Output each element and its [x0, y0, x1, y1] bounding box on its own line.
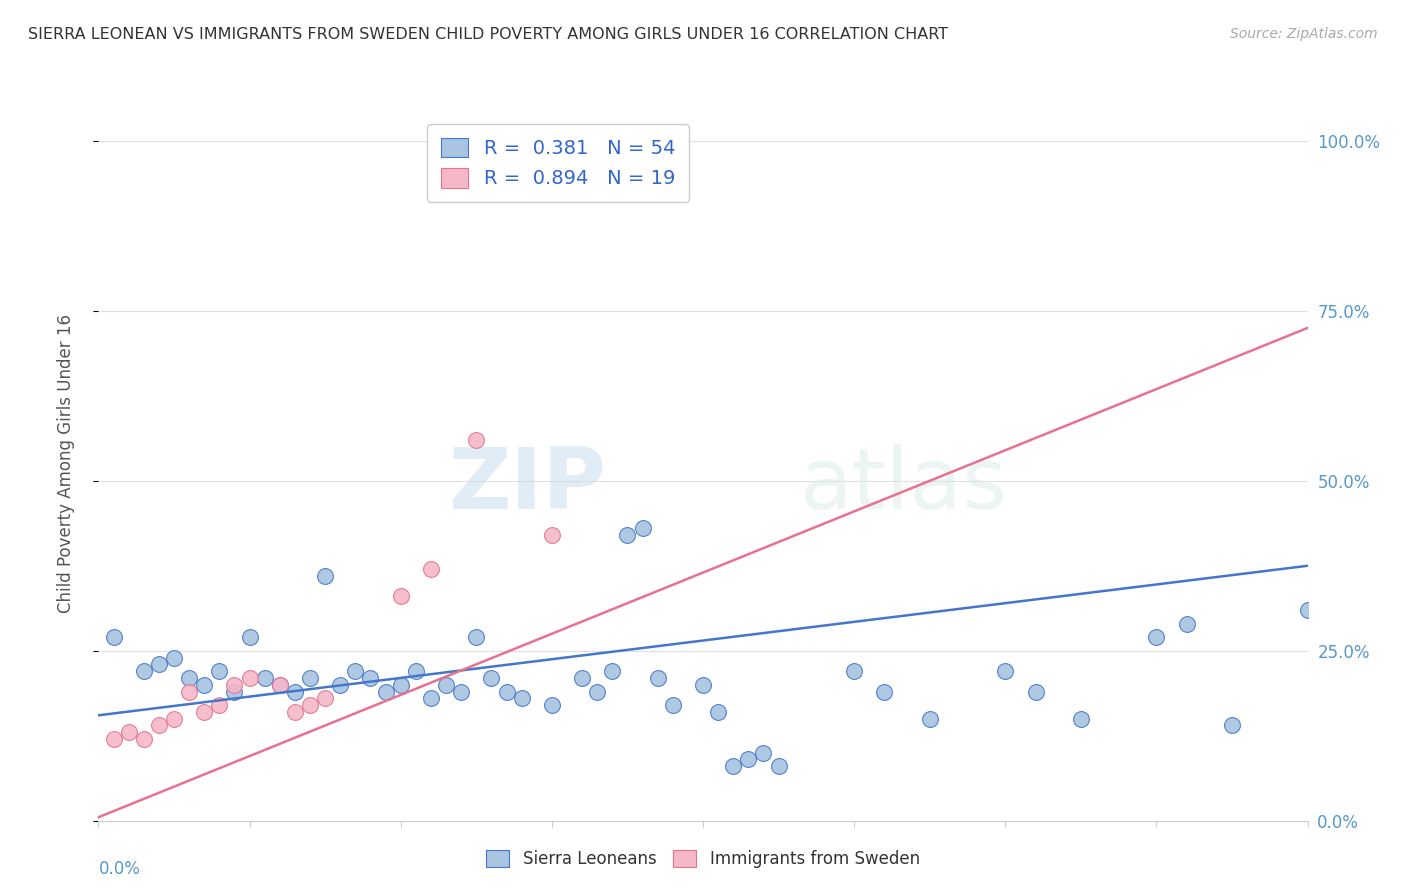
Point — [994, 664, 1017, 678]
Point — [481, 671, 503, 685]
Point — [179, 684, 201, 698]
Text: Source: ZipAtlas.com: Source: ZipAtlas.com — [1230, 27, 1378, 41]
Point — [314, 569, 336, 583]
Legend: R =  0.381   N = 54, R =  0.894   N = 19: R = 0.381 N = 54, R = 0.894 N = 19 — [427, 124, 689, 202]
Point — [103, 732, 125, 747]
Point — [420, 691, 443, 706]
Point — [224, 678, 246, 692]
Point — [389, 590, 412, 604]
Point — [465, 433, 488, 447]
Point — [163, 712, 186, 726]
Point — [647, 671, 669, 685]
Point — [239, 630, 262, 644]
Point — [1175, 616, 1198, 631]
Point — [450, 684, 472, 698]
Point — [239, 671, 262, 685]
Point — [284, 684, 307, 698]
Point — [495, 684, 517, 698]
Y-axis label: Child Poverty Among Girls Under 16: Child Poverty Among Girls Under 16 — [56, 314, 75, 614]
Text: 0.0%: 0.0% — [98, 860, 141, 878]
Point — [571, 671, 593, 685]
Text: SIERRA LEONEAN VS IMMIGRANTS FROM SWEDEN CHILD POVERTY AMONG GIRLS UNDER 16 CORR: SIERRA LEONEAN VS IMMIGRANTS FROM SWEDEN… — [28, 27, 948, 42]
Point — [148, 657, 170, 672]
Point — [541, 528, 564, 542]
Point — [616, 528, 638, 542]
Point — [163, 650, 186, 665]
Point — [1296, 603, 1319, 617]
Point — [179, 671, 201, 685]
Point — [193, 705, 215, 719]
Point — [269, 678, 291, 692]
Point — [1146, 630, 1168, 644]
Point — [208, 698, 231, 712]
Point — [1372, 501, 1395, 516]
Point — [510, 691, 533, 706]
Point — [405, 664, 427, 678]
Point — [118, 725, 141, 739]
Point — [1327, 698, 1350, 712]
Point — [631, 521, 654, 535]
Point — [299, 671, 322, 685]
Point — [314, 691, 336, 706]
Point — [374, 684, 396, 698]
Point — [420, 562, 443, 576]
Point — [586, 684, 609, 698]
Point — [1070, 712, 1092, 726]
Text: atlas: atlas — [800, 443, 1008, 527]
Point — [662, 698, 685, 712]
Point — [224, 684, 246, 698]
Point — [360, 671, 382, 685]
Legend: Sierra Leoneans, Immigrants from Sweden: Sierra Leoneans, Immigrants from Sweden — [479, 843, 927, 875]
Point — [1220, 718, 1243, 732]
Point — [723, 759, 745, 773]
Point — [873, 684, 896, 698]
Point — [918, 712, 941, 726]
Point — [844, 664, 866, 678]
Point — [148, 718, 170, 732]
Point — [329, 678, 352, 692]
Point — [299, 698, 322, 712]
Text: ZIP: ZIP — [449, 443, 606, 527]
Point — [692, 678, 714, 692]
Point — [103, 630, 125, 644]
Point — [193, 678, 215, 692]
Point — [132, 732, 155, 747]
Point — [602, 664, 624, 678]
Point — [434, 678, 457, 692]
Point — [1025, 684, 1047, 698]
Point — [707, 705, 730, 719]
Point — [132, 664, 155, 678]
Point — [541, 698, 564, 712]
Point — [752, 746, 775, 760]
Point — [768, 759, 790, 773]
Point — [253, 671, 276, 685]
Point — [269, 678, 291, 692]
Point — [465, 630, 488, 644]
Point — [737, 752, 759, 766]
Point — [284, 705, 307, 719]
Point — [344, 664, 367, 678]
Point — [208, 664, 231, 678]
Point — [389, 678, 412, 692]
